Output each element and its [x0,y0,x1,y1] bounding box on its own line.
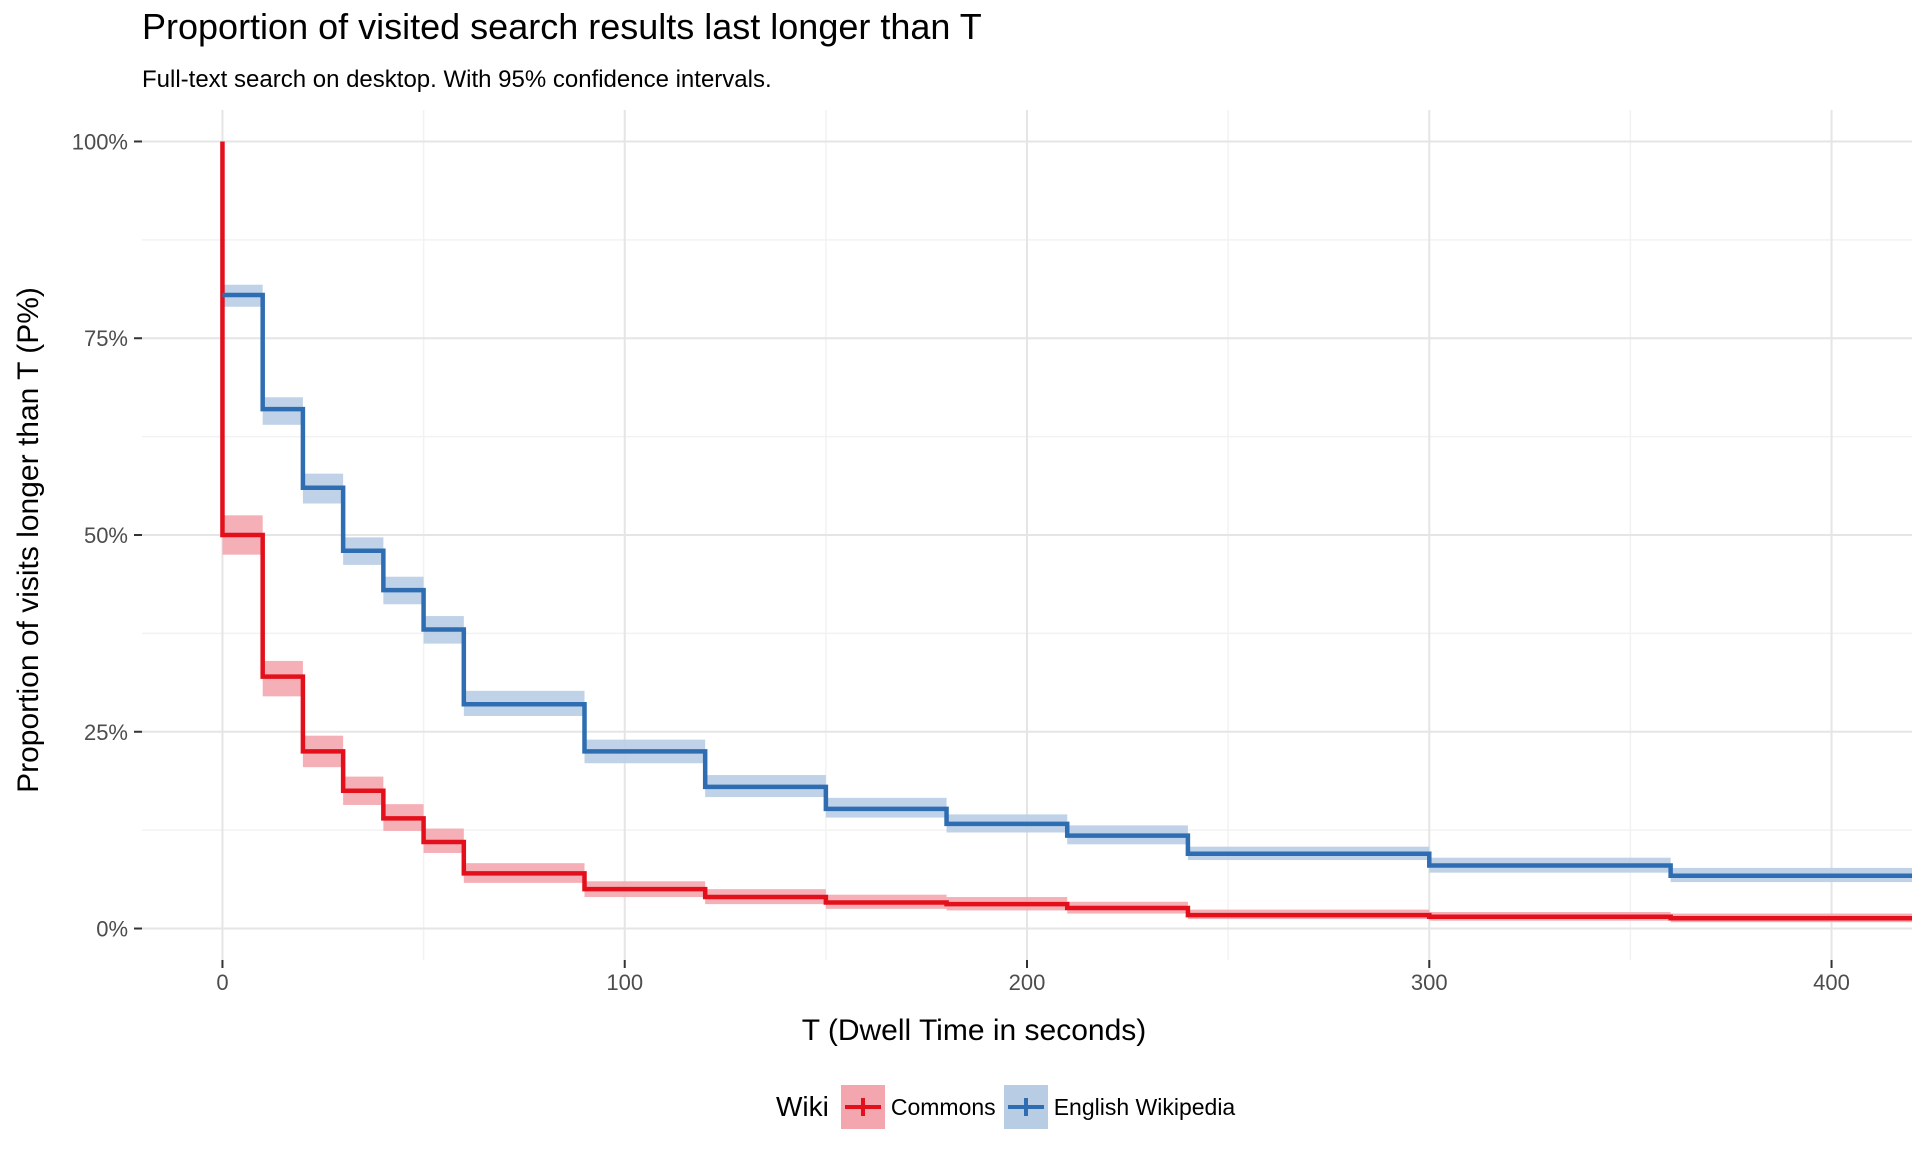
x-axis-title: T (Dwell Time in seconds) [802,1014,1147,1047]
grid-major [142,110,1912,960]
legend-label-commons: Commons [890,1093,996,1120]
x-tick-label: 0 [216,970,228,995]
y-tick-label: 50% [84,523,128,548]
series-line-commons [220,141,1912,921]
legend-item-english-wikipedia: English Wikipedia [1003,1085,1236,1129]
legend-item-commons: Commons [840,1085,996,1129]
x-tick-label: 100 [606,970,643,995]
y-tick-label: 0% [96,917,128,942]
x-tick-label: 300 [1411,970,1448,995]
y-tick-label: 75% [84,326,128,351]
legend: Wiki Commons English Wikipedia [776,1085,1243,1129]
y-tick-label: 100% [72,129,128,154]
axis-ticks: 0 100 200 300 400 0% 25% 50% 75% 100% [72,129,1850,995]
series-lines [220,141,1912,921]
legend-title: Wiki [776,1091,829,1122]
x-tick-label: 400 [1813,970,1850,995]
y-tick-label: 25% [84,720,128,745]
chart-subtitle: Full-text search on desktop. With 95% co… [142,66,772,93]
legend-key-english-wikipedia [1003,1085,1048,1129]
x-tick-label: 200 [1009,970,1046,995]
legend-key-commons [840,1085,885,1129]
chart-title: Proportion of visited search results las… [142,6,982,47]
y-axis-title: Proportion of visits longer than T (P%) [12,287,45,793]
series-line-english-wikipedia [222,292,1912,879]
legend-label-english-wikipedia: English Wikipedia [1053,1093,1236,1120]
